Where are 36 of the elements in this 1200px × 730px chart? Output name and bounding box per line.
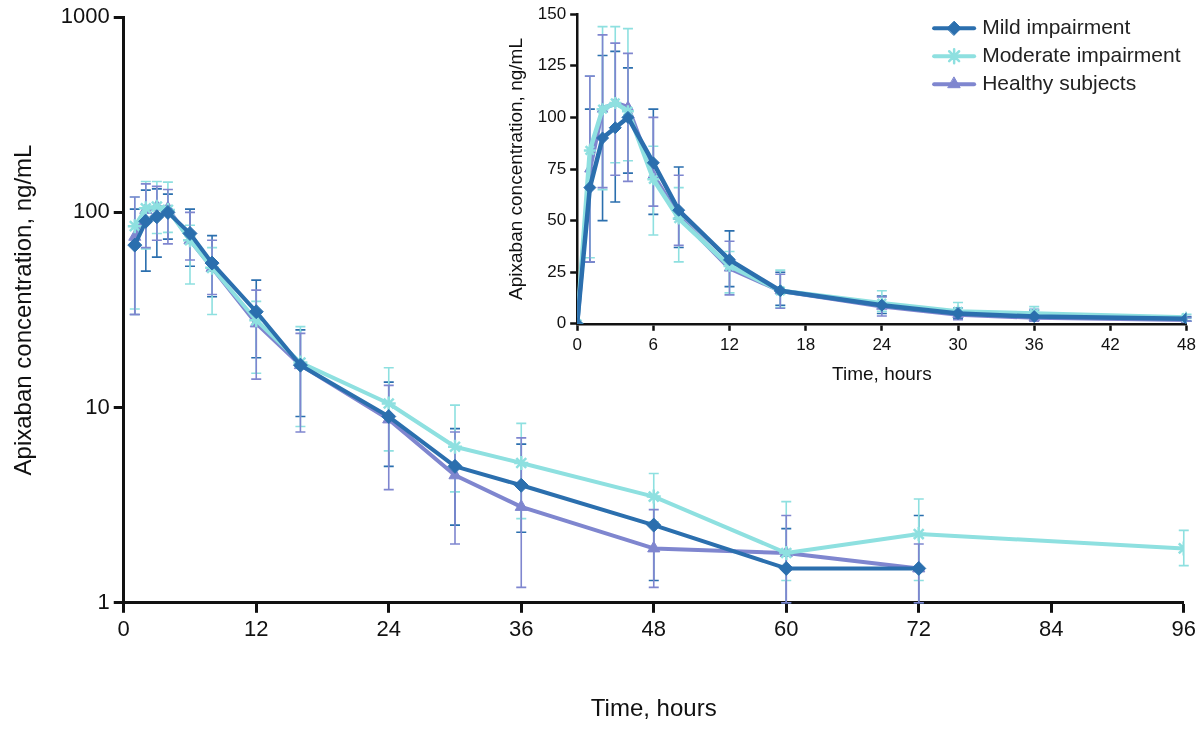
legend-label: Healthy subjects bbox=[982, 71, 1137, 94]
x-tick-label: 96 bbox=[1171, 616, 1197, 642]
x-tick-label: 48 bbox=[1177, 334, 1197, 354]
x-axis-title: Time, hours bbox=[832, 362, 932, 384]
x-tick-label: 0 bbox=[117, 616, 130, 642]
y-axis-title: Apixaban concentration, ng/mL bbox=[9, 144, 37, 476]
y-tick-label: 100 bbox=[73, 198, 110, 224]
x-axis-title: Time, hours bbox=[590, 694, 717, 722]
y-tick-label: 25 bbox=[547, 261, 567, 281]
legend-label: Moderate impairment bbox=[982, 43, 1181, 66]
x-tick-label: 36 bbox=[509, 616, 534, 642]
x-tick-label: 24 bbox=[872, 334, 892, 354]
y-tick-label: 100 bbox=[537, 107, 567, 127]
x-tick-label: 30 bbox=[948, 334, 968, 354]
x-tick-label: 48 bbox=[641, 616, 666, 642]
x-tick-label: 84 bbox=[1039, 616, 1064, 642]
x-tick-label: 18 bbox=[796, 334, 816, 354]
y-tick-label: 1000 bbox=[60, 3, 110, 29]
y-tick-label: 150 bbox=[537, 3, 567, 23]
y-tick-label: 1 bbox=[97, 588, 110, 614]
y-axis-title: Apixaban concentration, ng/mL bbox=[504, 38, 526, 300]
x-tick-label: 0 bbox=[572, 334, 582, 354]
y-tick-label: 125 bbox=[537, 55, 567, 75]
y-tick-label: 10 bbox=[85, 393, 110, 419]
x-tick-label: 42 bbox=[1100, 334, 1120, 354]
y-tick-label: 75 bbox=[547, 158, 567, 178]
x-tick-label: 72 bbox=[906, 616, 931, 642]
y-tick-label: 0 bbox=[556, 313, 567, 333]
y-tick-label: 50 bbox=[547, 210, 567, 230]
x-tick-label: 12 bbox=[244, 616, 269, 642]
legend-label: Mild impairment bbox=[982, 15, 1131, 38]
x-tick-label: 36 bbox=[1024, 334, 1044, 354]
x-tick-label: 24 bbox=[376, 616, 401, 642]
x-tick-label: 60 bbox=[774, 616, 799, 642]
x-tick-label: 6 bbox=[648, 334, 659, 354]
x-tick-label: 12 bbox=[720, 334, 739, 354]
